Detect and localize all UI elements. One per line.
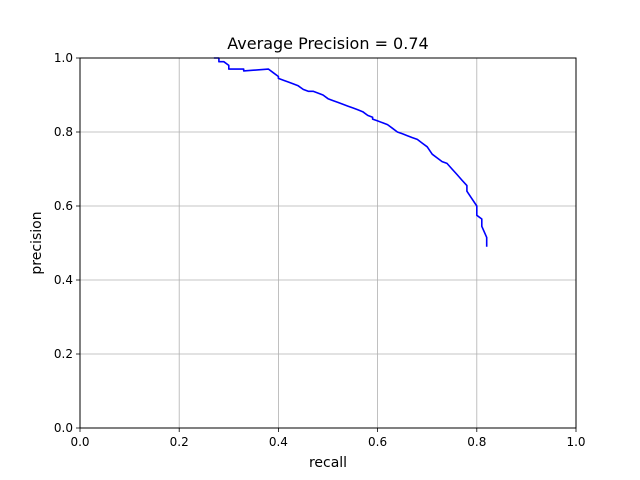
chart-title: Average Precision = 0.74 [227,34,428,53]
y-axis-ticks: 0.0 0.2 0.4 0.6 0.8 1.0 [54,51,80,435]
x-tick-label: 0.0 [70,435,89,449]
x-tick-label: 0.8 [467,435,486,449]
x-tick-label: 0.2 [170,435,189,449]
y-tick-label: 0.2 [54,347,73,361]
plot-area [80,58,576,428]
x-axis-ticks: 0.0 0.2 0.4 0.6 0.8 1.0 [70,428,586,449]
precision-recall-line [213,57,488,247]
x-tick-label: 0.4 [269,435,288,449]
x-tick-label: 0.6 [368,435,387,449]
y-tick-label: 1.0 [54,51,73,65]
y-tick-label: 0.8 [54,125,73,139]
x-tick-label: 1.0 [566,435,585,449]
plot-frame [79,57,577,429]
y-tick-label: 0.0 [54,421,73,435]
y-tick-label: 0.4 [54,273,73,287]
x-axis-label: recall [309,455,347,471]
y-axis-label: precision [29,211,45,274]
grid-lines [79,57,577,429]
y-tick-label: 0.6 [54,199,73,213]
